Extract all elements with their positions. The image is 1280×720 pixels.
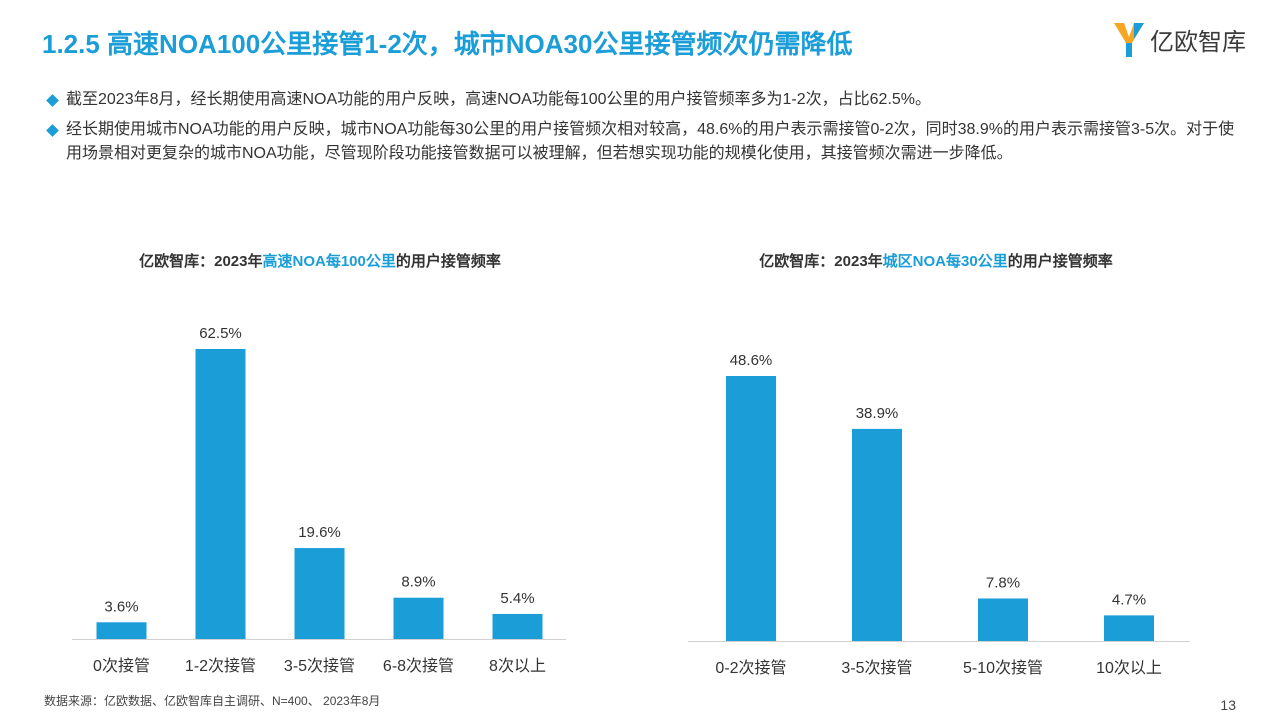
data-label: 3.6% (104, 598, 138, 615)
bullet-item: 截至2023年8月，经长期使用高速NOA功能的用户反映，高速NOA功能每100公… (46, 88, 1236, 112)
bullet-text: 经长期使用城市NOA功能的用户反映，城市NOA功能每30公里的用户接管频次相对较… (66, 121, 1235, 162)
x-tick-label: 3-5次接管 (841, 659, 912, 677)
chart-title-suffix: 的用户接管频率 (395, 253, 501, 270)
bar (1104, 615, 1154, 641)
logo-text: 亿欧智库 (1150, 28, 1246, 56)
bar (978, 598, 1028, 641)
bullet-list: 截至2023年8月，经长期使用高速NOA功能的用户反映，高速NOA功能每100公… (46, 88, 1236, 172)
chart-title-highlight: 城区NOA每30公里 (882, 253, 1008, 270)
data-label: 48.6% (730, 352, 773, 369)
page-title: 1.2.5 高速NOA100公里接管1-2次，城市NOA30公里接管频次仍需降低 (42, 29, 853, 59)
chart-title-highlight: 高速NOA每100公里 (262, 253, 396, 270)
bar (294, 548, 345, 639)
data-label: 8.9% (401, 574, 435, 591)
chart-title-city: 亿欧智库：2023年城区NOA每30公里的用户接管频率 (759, 250, 1112, 271)
bar (726, 376, 776, 641)
chart-title-prefix: 亿欧智库：2023年 (759, 253, 883, 270)
bar (492, 613, 543, 639)
logo-mark-icon (1114, 23, 1144, 57)
data-label: 5.4% (500, 590, 534, 607)
x-tick-label: 8次以上 (489, 657, 546, 675)
data-label: 62.5% (199, 325, 242, 342)
chart-title-highway: 亿欧智库：2023年高速NOA每100公里的用户接管频率 (139, 250, 501, 271)
bar (96, 622, 147, 639)
bullet-item: 经长期使用城市NOA功能的用户反映，城市NOA功能每30公里的用户接管频次相对较… (46, 118, 1236, 166)
bar (852, 428, 902, 641)
data-label: 38.9% (856, 405, 899, 422)
x-tick-label: 6-8次接管 (383, 657, 454, 675)
bar (393, 597, 444, 639)
bullet-text: 截至2023年8月，经长期使用高速NOA功能的用户反映，高速NOA功能每100公… (66, 91, 932, 108)
x-tick-label: 1-2次接管 (185, 657, 256, 675)
x-tick-label: 10次以上 (1096, 659, 1162, 677)
page-number: 13 (1220, 697, 1236, 713)
x-tick-label: 0次接管 (93, 657, 150, 675)
data-label: 7.8% (986, 574, 1020, 591)
logo: 亿欧智库 (1112, 18, 1252, 60)
x-tick-label: 3-5次接管 (284, 657, 355, 675)
x-tick-label: 0-2次接管 (715, 659, 786, 677)
chart-title-prefix: 亿欧智库：2023年 (139, 253, 263, 270)
data-label: 19.6% (298, 524, 341, 541)
x-tick-label: 5-10次接管 (963, 659, 1043, 677)
bar (195, 349, 246, 639)
data-source: 数据来源：亿欧数据、亿欧智库自主调研、N=400、 2023年8月 (44, 694, 381, 708)
chart-title-suffix: 的用户接管频率 (1007, 253, 1113, 270)
data-label: 4.7% (1112, 591, 1146, 608)
